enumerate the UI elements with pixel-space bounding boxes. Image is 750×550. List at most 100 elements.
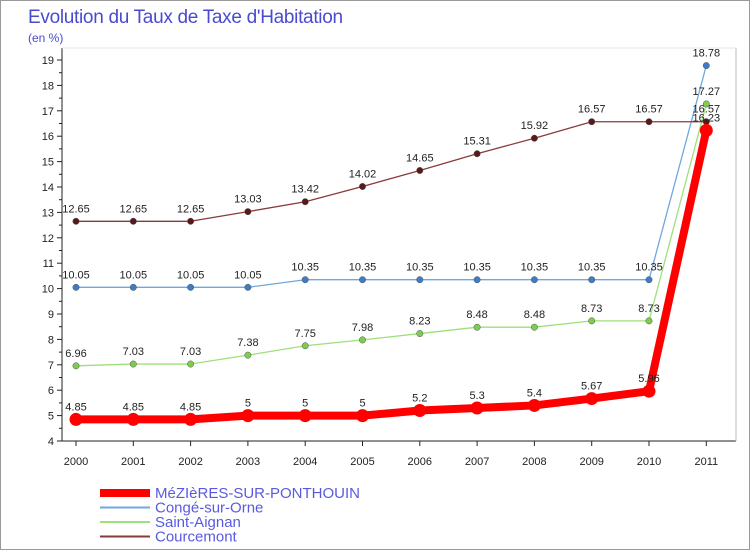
data-point-courcemont <box>588 118 596 126</box>
data-point-mezieres-sur-ponthouin <box>126 412 140 426</box>
data-label-saint-aignan: 7.03 <box>123 346 144 358</box>
data-point-conge-sur-orne <box>645 276 653 284</box>
data-point-conge-sur-orne <box>244 283 252 291</box>
data-point-mezieres-sur-ponthouin <box>642 384 656 398</box>
y-tick-label: 16 <box>42 131 54 143</box>
data-label-saint-aignan: 8.48 <box>466 309 487 321</box>
data-point-mezieres-sur-ponthouin <box>585 392 599 406</box>
chart-axes: 4 5 6 7 8 9 10 11 12 13 14 15 16 17 18 19 2000 2001 2002 20… <box>42 47 737 468</box>
x-tick-label: 2006 <box>408 456 432 468</box>
data-label-courcemont: 14.65 <box>406 152 434 164</box>
data-label-courcemont: 15.92 <box>521 120 549 132</box>
data-label-mezieres-sur-ponthouin: 5 <box>245 398 251 410</box>
data-label-conge-sur-orne: 10.35 <box>635 262 663 274</box>
data-label-courcemont: 14.02 <box>349 168 377 180</box>
data-label-conge-sur-orne: 10.35 <box>406 262 434 274</box>
data-point-courcemont <box>129 217 137 225</box>
data-point-saint-aignan <box>187 360 195 368</box>
x-tick-label: 2003 <box>236 456 260 468</box>
y-tick-label: 13 <box>42 207 54 219</box>
y-tick-label: 11 <box>43 258 54 270</box>
data-point-mezieres-sur-ponthouin <box>699 123 713 137</box>
data-point-conge-sur-orne <box>301 276 309 284</box>
data-point-saint-aignan <box>588 317 596 325</box>
data-label-saint-aignan: 7.38 <box>237 337 258 349</box>
data-label-conge-sur-orne: 10.05 <box>62 269 90 281</box>
data-point-saint-aignan <box>244 351 252 359</box>
x-tick-label: 2010 <box>637 456 661 468</box>
data-point-conge-sur-orne <box>702 62 710 70</box>
data-label-courcemont: 12.65 <box>62 203 90 215</box>
data-point-saint-aignan <box>301 342 309 350</box>
data-label-conge-sur-orne: 10.05 <box>120 269 148 281</box>
data-point-courcemont <box>244 208 252 216</box>
data-point-conge-sur-orne <box>588 276 596 284</box>
data-point-courcemont <box>72 217 80 225</box>
data-point-saint-aignan <box>702 100 710 108</box>
y-tick-label: 8 <box>48 334 54 346</box>
data-label-saint-aignan: 8.73 <box>638 303 659 315</box>
data-point-mezieres-sur-ponthouin <box>69 412 83 426</box>
data-point-mezieres-sur-ponthouin <box>413 404 427 418</box>
data-label-conge-sur-orne: 10.35 <box>521 262 549 274</box>
data-label-conge-sur-orne: 10.05 <box>234 269 262 281</box>
y-tick-label: 4 <box>48 436 54 448</box>
data-label-conge-sur-orne: 10.35 <box>578 262 606 274</box>
legend-item-label: Saint-Aignan <box>155 514 241 531</box>
data-label-saint-aignan: 8.73 <box>581 303 602 315</box>
data-label-saint-aignan: 8.48 <box>524 309 545 321</box>
data-point-conge-sur-orne <box>530 276 538 284</box>
data-point-mezieres-sur-ponthouin <box>241 409 255 423</box>
chart-unit: (en %) <box>28 31 64 45</box>
data-label-mezieres-sur-ponthouin: 5.96 <box>638 373 659 385</box>
data-label-saint-aignan: 7.03 <box>180 346 201 358</box>
data-label-courcemont: 16.57 <box>578 104 606 116</box>
data-label-courcemont: 12.65 <box>177 203 205 215</box>
chart-legend: MéZIèRES-SUR-PONTHOUINCongé-sur-OrneSain… <box>100 485 360 546</box>
data-label-mezieres-sur-ponthouin: 4.85 <box>123 401 144 413</box>
x-tick-label: 2001 <box>121 456 145 468</box>
data-point-courcemont <box>359 183 366 190</box>
data-label-courcemont: 16.57 <box>635 104 663 116</box>
series-line-mezieres-sur-ponthouin <box>72 126 711 424</box>
data-point-mezieres-sur-ponthouin <box>298 409 312 423</box>
data-point-courcemont <box>530 134 538 142</box>
data-point-courcemont <box>416 167 424 174</box>
data-label-saint-aignan: 7.98 <box>352 322 373 334</box>
y-tick-label: 15 <box>42 157 54 169</box>
data-point-saint-aignan <box>359 336 366 344</box>
data-point-saint-aignan <box>129 360 137 368</box>
data-label-mezieres-sur-ponthouin: 5 <box>359 398 365 410</box>
data-label-conge-sur-orne: 10.35 <box>349 262 377 274</box>
chart-title: Evolution du Taux de Taxe d'Habitation <box>28 7 343 28</box>
data-point-mezieres-sur-ponthouin <box>470 401 484 415</box>
y-tick-label: 5 <box>48 411 54 423</box>
data-label-mezieres-sur-ponthouin: 5.4 <box>527 387 542 399</box>
data-label-courcemont: 12.65 <box>120 203 148 215</box>
data-point-conge-sur-orne <box>129 283 137 291</box>
data-point-courcemont <box>645 118 653 126</box>
y-tick-label: 10 <box>42 284 54 296</box>
y-tick-label: 9 <box>48 309 54 321</box>
chart-data-labels: 10.05 10.05 10.05 10.05 10.35 10.35 10.35 10.35… <box>62 48 720 414</box>
data-point-saint-aignan <box>416 330 424 338</box>
x-tick-label: 2007 <box>465 456 489 468</box>
y-tick-label: 18 <box>42 80 54 92</box>
data-label-courcemont: 13.42 <box>291 184 319 196</box>
y-tick-label: 17 <box>42 106 54 118</box>
data-label-courcemont: 13.03 <box>234 194 262 206</box>
x-tick-label: 2005 <box>350 456 374 468</box>
data-label-mezieres-sur-ponthouin: 16.23 <box>693 112 721 124</box>
y-tick-label: 6 <box>48 385 54 397</box>
data-label-mezieres-sur-ponthouin: 5.2 <box>412 393 427 405</box>
data-point-conge-sur-orne <box>416 276 424 284</box>
data-point-saint-aignan <box>473 323 481 331</box>
data-label-mezieres-sur-ponthouin: 5 <box>302 398 308 410</box>
series-line-conge-sur-orne <box>75 64 707 288</box>
data-point-saint-aignan <box>72 362 80 370</box>
x-tick-label: 2004 <box>293 456 317 468</box>
data-label-conge-sur-orne: 10.05 <box>177 269 205 281</box>
data-point-saint-aignan <box>645 317 653 325</box>
legend-item-label: Courcemont <box>155 529 238 546</box>
